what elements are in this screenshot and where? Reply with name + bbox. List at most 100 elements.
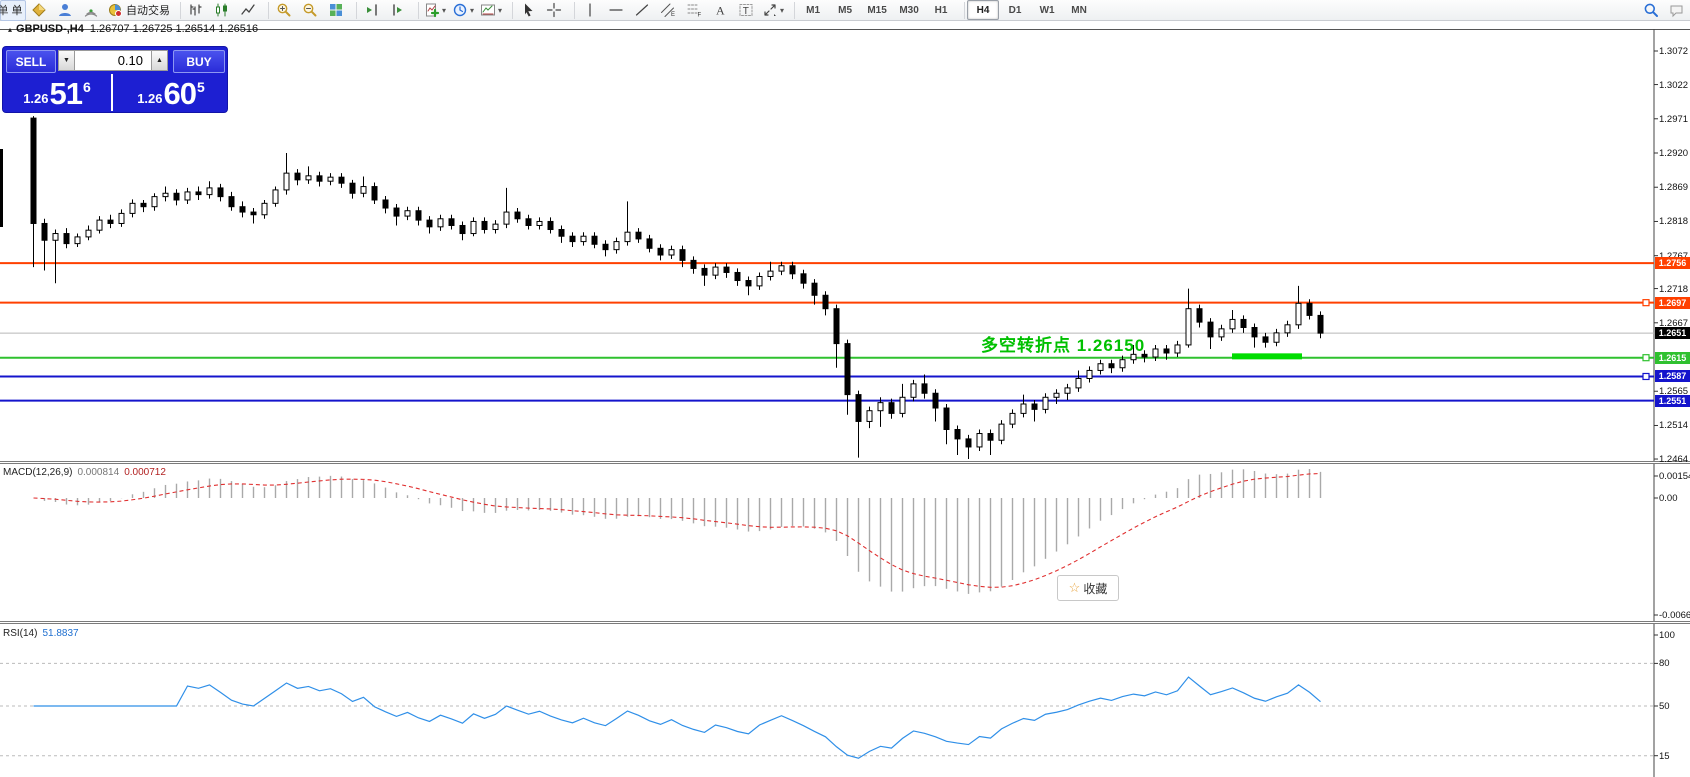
timeframe-h4-button[interactable]: H4	[967, 0, 1000, 20]
timeframe-h1-button[interactable]: H1	[934, 4, 948, 16]
chart-shift-button[interactable]	[385, 0, 411, 21]
macd-rsi-separator[interactable]	[0, 621, 1690, 624]
candle-body	[536, 220, 543, 226]
candle-body	[162, 192, 169, 198]
auto-scroll-button[interactable]	[359, 0, 385, 21]
candle-body	[1174, 344, 1181, 354]
candle-body	[1042, 396, 1049, 410]
svg-text:F: F	[698, 13, 702, 19]
timeframe-m15-button[interactable]: M15	[867, 4, 887, 16]
toolbar-separator	[788, 1, 796, 19]
candle-body	[789, 265, 796, 275]
zoom-in-button[interactable]	[271, 0, 297, 21]
level-line-handle[interactable]	[1642, 354, 1650, 362]
sell-button[interactable]: SELL	[6, 50, 56, 73]
periods-button[interactable]: ▾	[449, 0, 477, 21]
candle-body	[965, 438, 972, 448]
favorite-tooltip[interactable]: ☆ 收藏	[1057, 575, 1119, 601]
buy-price-display[interactable]: 1.26 60 5	[137, 76, 205, 111]
horizontal-line-button[interactable]	[603, 0, 629, 21]
candle-body	[1086, 369, 1093, 379]
search-button[interactable]	[1638, 0, 1664, 21]
candle-body	[525, 218, 532, 226]
timeframe-m30-button[interactable]: M30	[899, 4, 919, 16]
candlestick-chart-button[interactable]	[209, 0, 235, 21]
price-tick-label: 1.2971	[1659, 113, 1689, 125]
sell-price-display[interactable]: 1.26 51 6	[3, 74, 113, 111]
toolbar-separator	[350, 1, 357, 19]
candle-body	[998, 423, 1005, 441]
arrows-button[interactable]: ▾	[759, 0, 787, 21]
volume-decrease-button[interactable]: ▼	[58, 50, 75, 71]
candle-body	[382, 199, 389, 209]
candle-body	[217, 187, 224, 198]
cursor-button[interactable]	[515, 0, 541, 21]
community-button[interactable]	[1664, 0, 1690, 21]
candle-body	[63, 233, 70, 245]
bar-chart-button[interactable]	[183, 0, 209, 21]
chart-canvas	[0, 29, 1658, 777]
timeframe-m5-button[interactable]: M5	[838, 4, 853, 16]
volume-stepper: ▼ 0.10 ▲	[58, 50, 168, 71]
timeframe-w1-button[interactable]: W1	[1039, 4, 1055, 16]
candle-body	[327, 176, 334, 182]
candle-body	[316, 175, 323, 182]
candle-body	[899, 396, 906, 414]
tile-windows-button[interactable]	[323, 0, 349, 21]
candle-body	[74, 236, 81, 245]
text-button[interactable]: A	[707, 0, 733, 21]
candle-body	[635, 231, 642, 240]
auto-trading-button[interactable]: 自动交易	[104, 0, 173, 21]
candle-body	[1185, 308, 1192, 346]
timeframe-d1-button[interactable]: D1	[1008, 4, 1022, 16]
candle-body	[437, 218, 444, 228]
candle-body	[877, 402, 884, 412]
price-tick-label: 1.2869	[1659, 182, 1689, 194]
level-line-handle[interactable]	[1642, 299, 1650, 307]
candle-body	[1163, 348, 1170, 354]
candle-body	[657, 247, 664, 256]
macd-axis-label: -0.0066	[1659, 610, 1690, 621]
equidistant-channel-button[interactable]: E	[655, 0, 681, 21]
macd-signal-line	[33, 472, 1321, 588]
candle-body	[1196, 308, 1203, 323]
candle-body	[1284, 324, 1291, 334]
trendline-button[interactable]	[629, 0, 655, 21]
main-macd-separator[interactable]	[0, 461, 1690, 464]
templates-button[interactable]: ▾	[477, 0, 505, 21]
candle-body	[393, 207, 400, 217]
candle-body	[712, 266, 719, 276]
zoom-out-button[interactable]	[297, 0, 323, 21]
buy-button[interactable]: BUY	[173, 50, 225, 73]
candle-body	[690, 259, 697, 269]
candle-body	[206, 187, 213, 196]
level-line-handle[interactable]	[1642, 372, 1650, 381]
star-icon: ☆	[1068, 580, 1081, 595]
line-chart-button[interactable]	[235, 0, 261, 21]
add-indicator-button[interactable]: ▾	[421, 0, 449, 21]
volume-increase-button[interactable]: ▲	[151, 50, 168, 71]
candle-body	[855, 394, 862, 422]
fibonacci-button[interactable]: F	[681, 0, 707, 21]
candle-body	[1064, 387, 1071, 394]
timeframe-m1-button[interactable]: M1	[806, 4, 821, 16]
candle-body	[723, 266, 730, 273]
gold-diamond-icon[interactable]	[26, 0, 52, 21]
candle-body	[481, 220, 488, 231]
crosshair-button[interactable]	[541, 0, 567, 21]
highlighted-segment[interactable]	[1232, 353, 1302, 360]
profile-icon[interactable]	[52, 0, 78, 21]
text-label-button[interactable]: T	[733, 0, 759, 21]
candle-body	[932, 392, 939, 409]
price-tick-label: 1.2767	[1659, 251, 1688, 262]
candle-body	[1273, 332, 1280, 343]
one-click-trading-panel: SELL ▼ 0.10 ▲ BUY 1.26 51 6 1.26 60 5	[3, 47, 227, 112]
timeframe-mn-button[interactable]: MN	[1071, 4, 1087, 16]
candle-body	[1240, 318, 1247, 328]
price-tick-label: 1.2565	[1659, 386, 1689, 398]
toolbar-separator	[412, 1, 419, 19]
new-order-button[interactable]: 单单	[0, 0, 26, 21]
vertical-line-button[interactable]	[577, 0, 603, 21]
signals-icon[interactable]	[78, 0, 104, 21]
volume-input[interactable]: 0.10	[75, 50, 151, 71]
